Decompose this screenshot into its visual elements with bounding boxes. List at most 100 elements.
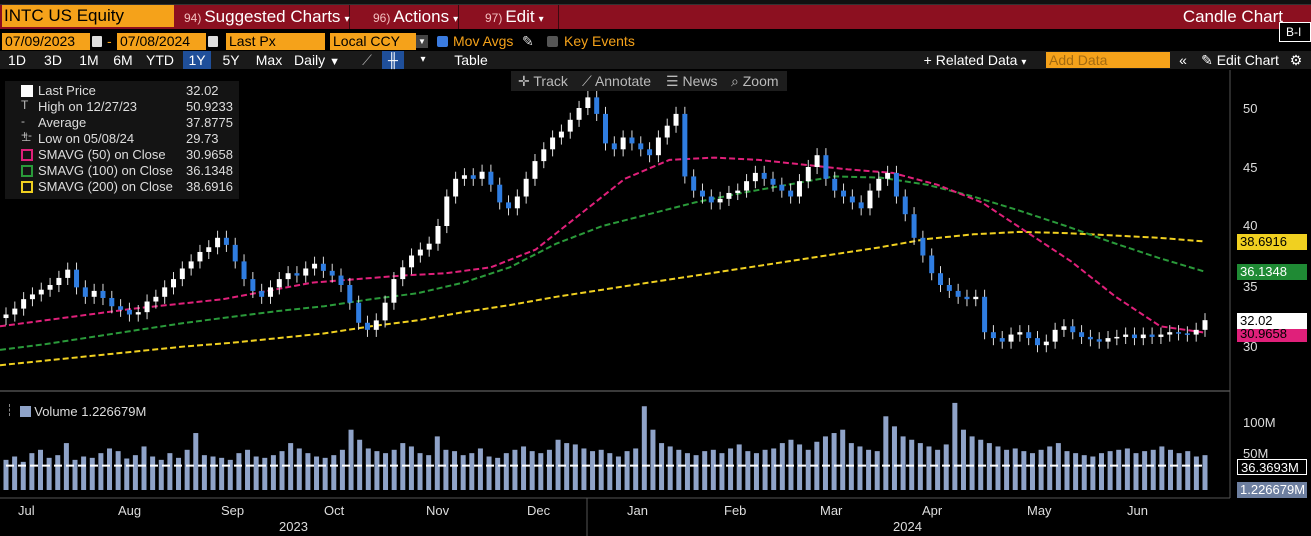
- calendar-icon[interactable]: [92, 36, 102, 47]
- legend-row: SMAVG (50) on Close 30.9658: [5, 147, 239, 163]
- edit-menu[interactable]: 97) Edit ▾: [479, 5, 559, 29]
- volume-bar: [417, 453, 423, 490]
- chart-legend[interactable]: Last Price 32.02 T High on 12/27/23 50.9233…: [5, 81, 239, 199]
- candle: [453, 171, 459, 204]
- currency-select[interactable]: Local CCY: [330, 33, 416, 50]
- candle-body: [1176, 332, 1182, 334]
- candle-body: [1070, 326, 1076, 333]
- period-ytd[interactable]: YTD: [146, 52, 174, 68]
- candle-body: [735, 190, 741, 193]
- badge-button[interactable]: B-I: [1279, 22, 1311, 42]
- volume-bar: [546, 449, 552, 490]
- candle: [1061, 319, 1067, 337]
- volume-bar: [883, 416, 889, 490]
- candle: [162, 280, 168, 304]
- candle-body: [444, 196, 450, 226]
- candle: [126, 302, 132, 322]
- candle-body: [12, 308, 18, 315]
- annotate-tool[interactable]: ⟋ Annotate: [582, 73, 651, 90]
- end-date-field[interactable]: 07/08/2024: [117, 33, 206, 50]
- related-data-button[interactable]: + Related Data ▾: [920, 51, 1030, 69]
- gear-icon[interactable]: ⚙: [1289, 52, 1303, 68]
- news-icon: ☰: [666, 73, 679, 89]
- calendar-icon[interactable]: [208, 36, 218, 47]
- candle-body: [1114, 336, 1120, 339]
- candle: [47, 277, 53, 297]
- period-6m[interactable]: 6M: [113, 52, 133, 68]
- zoom-tool[interactable]: ⌕ Zoom: [731, 73, 779, 90]
- candle: [56, 270, 62, 293]
- suggested-charts-menu[interactable]: 94) Suggested Charts ▾: [178, 5, 351, 29]
- candle: [135, 305, 141, 322]
- period-1y[interactable]: 1Y: [183, 51, 211, 69]
- candle-body: [629, 137, 635, 144]
- pencil-icon: ✎: [1201, 52, 1213, 68]
- chevron-down-icon[interactable]: ▾: [420, 54, 426, 65]
- price-chart[interactable]: [0, 70, 1311, 536]
- candle-body: [303, 268, 309, 276]
- volume-bar: [762, 449, 768, 490]
- legend-name: Low on 05/08/24: [38, 131, 135, 146]
- candle-body: [929, 255, 935, 274]
- chevron-down-icon[interactable]: ▼: [416, 35, 428, 48]
- volume-bar: [779, 443, 785, 490]
- volume-bar: [55, 455, 61, 490]
- candle: [461, 168, 467, 186]
- ticker-field[interactable]: INTC US Equity: [2, 5, 174, 27]
- candle: [558, 124, 564, 145]
- period-max[interactable]: Max: [255, 52, 283, 68]
- volume-bar: [1159, 446, 1165, 490]
- period-3d[interactable]: 3D: [44, 52, 62, 68]
- volume-bar: [305, 453, 311, 490]
- volume-bar: [667, 446, 673, 490]
- collapse-icon[interactable]: «: [1179, 52, 1187, 68]
- candle: [3, 307, 9, 326]
- candle: [1123, 327, 1129, 344]
- period-1d[interactable]: 1D: [8, 52, 26, 68]
- candle: [1114, 329, 1120, 346]
- candle: [999, 331, 1005, 349]
- volume-avg-label: 36.3693M: [1237, 459, 1307, 475]
- candle-body: [391, 279, 397, 303]
- add-data-input[interactable]: Add Data: [1046, 52, 1170, 68]
- actions-menu[interactable]: 96) Actions ▾: [367, 5, 460, 29]
- candle: [849, 189, 855, 210]
- candle: [567, 112, 573, 139]
- candle: [215, 230, 221, 255]
- candle: [699, 183, 705, 204]
- candle-body: [858, 202, 864, 209]
- command-bar: [0, 5, 1311, 29]
- volume-bar: [633, 448, 639, 490]
- table-button[interactable]: Table: [454, 52, 488, 68]
- candle-body: [197, 251, 203, 262]
- candle-chart-icon[interactable]: ╫: [382, 51, 404, 69]
- menu-number: 97): [485, 11, 503, 25]
- candle: [488, 164, 494, 192]
- volume-bar: [1081, 455, 1087, 490]
- frequency-select[interactable]: Daily ▼: [292, 51, 342, 69]
- period-1m[interactable]: 1M: [79, 52, 99, 68]
- candle: [417, 242, 423, 263]
- key-events-checkbox[interactable]: [547, 36, 558, 47]
- pencil-icon[interactable]: ✎: [522, 33, 534, 49]
- candle-body: [294, 273, 300, 276]
- candle: [1096, 332, 1102, 349]
- edit-chart-button[interactable]: ✎ Edit Chart: [1196, 51, 1284, 69]
- price-field-select[interactable]: Last Px: [226, 33, 325, 50]
- start-date-field[interactable]: 07/09/2023: [2, 33, 90, 50]
- candle: [91, 283, 97, 304]
- candle-body: [1158, 334, 1164, 337]
- candle-body: [973, 296, 979, 300]
- high-marker-icon: T: [21, 98, 29, 112]
- candle-body: [56, 277, 62, 285]
- news-tool[interactable]: ☰ News: [666, 73, 717, 90]
- candle-body: [82, 287, 88, 297]
- candle-body: [752, 172, 758, 182]
- period-5y[interactable]: 5Y: [222, 52, 240, 68]
- mov-avgs-label: Mov Avgs: [453, 33, 514, 49]
- track-tool[interactable]: ✛ Track: [518, 73, 568, 90]
- candle-body: [100, 290, 106, 298]
- mov-avgs-checkbox[interactable]: [437, 36, 448, 47]
- line-chart-icon[interactable]: ⟋: [362, 52, 372, 68]
- volume-legend[interactable]: Volume 1.226679M: [5, 404, 165, 422]
